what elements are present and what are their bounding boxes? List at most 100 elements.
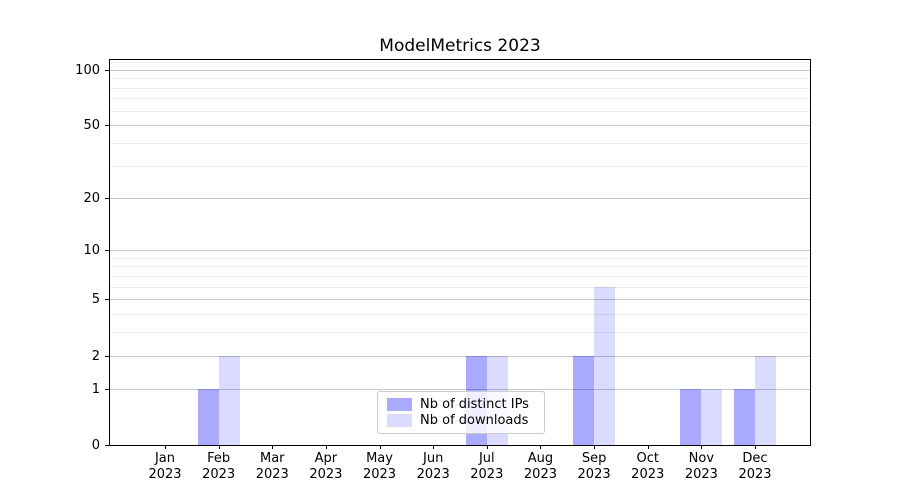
x-tick-year: 2023 — [255, 467, 289, 482]
x-tick-mark — [540, 445, 542, 449]
legend-swatch-downloads-icon — [387, 414, 412, 427]
x-tick-label: Feb 2023 — [177, 451, 261, 483]
x-tick-mark — [755, 445, 756, 449]
x-tick-mark — [218, 445, 220, 449]
x-tick-month: May — [366, 451, 393, 466]
y-tick-mark — [105, 197, 110, 199]
x-tick-year: 2023 — [470, 467, 504, 482]
minor-gridline — [110, 87, 810, 89]
minor-gridline — [110, 165, 810, 167]
bar-downloads-dec — [755, 355, 776, 445]
bar-downloads-sep — [594, 286, 616, 445]
minor-gridline — [110, 110, 810, 112]
y-tick-label: 0 — [91, 438, 100, 453]
x-tick-mark — [325, 445, 327, 449]
x-tick-year: 2023 — [631, 467, 665, 482]
minor-gridline — [110, 314, 810, 316]
major-gridline — [110, 250, 810, 252]
major-gridline — [110, 388, 810, 390]
x-tick-month: Jul — [478, 451, 495, 466]
bar-distinct-ips-sep — [573, 355, 595, 445]
x-tick-year: 2023 — [416, 467, 450, 482]
legend-label-downloads: Nb of downloads — [420, 413, 529, 428]
x-tick-mark — [379, 445, 381, 449]
minor-gridline — [110, 257, 810, 259]
y-tick-mark — [105, 69, 110, 71]
major-gridline — [110, 197, 810, 199]
x-tick-label: May 2023 — [338, 451, 422, 483]
legend-item-downloads: Nb of downloads — [387, 413, 536, 428]
x-tick-label: Dec 2023 — [713, 451, 797, 483]
y-tick-mark — [105, 250, 110, 252]
y-tick-label: 5 — [91, 292, 100, 308]
x-tick-year: 2023 — [738, 467, 772, 482]
x-tick-label: Jan 2023 — [123, 451, 207, 483]
minor-gridline — [110, 332, 810, 334]
bar-downloads-nov — [701, 388, 723, 445]
minor-gridline — [110, 78, 810, 80]
y-tick-mark — [105, 388, 110, 390]
minor-gridline — [110, 62, 810, 64]
x-tick-label: Oct 2023 — [606, 451, 690, 483]
x-tick-month: Jun — [423, 451, 444, 466]
y-tick-label: 50 — [83, 118, 100, 134]
bar-downloads-feb — [218, 355, 240, 445]
y-tick-mark — [105, 299, 110, 301]
x-tick-label: Jun 2023 — [391, 451, 475, 483]
y-tick-label: 1 — [91, 381, 100, 397]
x-tick-year: 2023 — [202, 467, 236, 482]
x-tick-year: 2023 — [148, 467, 182, 482]
minor-gridline — [110, 286, 810, 288]
x-tick-label: Apr 2023 — [284, 451, 368, 483]
x-tick-mark — [647, 445, 649, 449]
x-tick-month: Dec — [742, 451, 768, 466]
legend-swatch-distinct-ips-icon — [387, 398, 412, 411]
x-tick-label: Jul 2023 — [445, 451, 529, 483]
x-tick-month: Jan — [154, 451, 176, 466]
x-tick-mark — [272, 445, 274, 449]
y-tick-label: 100 — [75, 62, 100, 78]
minor-gridline — [110, 98, 810, 100]
x-tick-year: 2023 — [362, 467, 397, 482]
x-tick-year: 2023 — [684, 467, 718, 482]
legend-item-distinct-ips: Nb of distinct IPs — [387, 397, 536, 412]
legend-label-distinct-ips: Nb of distinct IPs — [420, 397, 529, 412]
x-tick-label: Aug 2023 — [498, 451, 582, 483]
x-tick-year: 2023 — [523, 467, 557, 482]
chart-title: ModelMetrics 2023 — [379, 36, 541, 56]
x-tick-mark — [486, 445, 488, 449]
x-tick-label: Nov 2023 — [659, 451, 743, 483]
major-gridline — [110, 125, 810, 127]
x-tick-month: Apr — [314, 451, 338, 466]
bar-distinct-ips-feb — [197, 388, 219, 445]
x-tick-month: Oct — [636, 451, 659, 466]
bar-distinct-ips-dec — [734, 388, 755, 445]
x-tick-mark — [433, 445, 435, 449]
x-tick-month: Mar — [260, 451, 285, 466]
y-tick-label: 2 — [91, 348, 100, 364]
major-gridline — [110, 69, 810, 71]
major-gridline — [110, 355, 810, 357]
x-tick-year: 2023 — [309, 467, 343, 482]
y-tick-label: 20 — [83, 190, 100, 206]
bar-distinct-ips-nov — [680, 388, 702, 445]
x-tick-month: Nov — [688, 451, 715, 466]
x-tick-month: Sep — [581, 451, 607, 466]
minor-gridline — [110, 266, 810, 268]
x-tick-mark — [701, 445, 703, 449]
minor-gridline — [110, 275, 810, 277]
y-tick-mark — [105, 355, 110, 357]
y-tick-mark — [105, 445, 110, 446]
x-tick-mark — [165, 445, 166, 449]
x-tick-month: Aug — [527, 451, 554, 466]
x-tick-year: 2023 — [577, 467, 611, 482]
minor-gridline — [110, 143, 810, 145]
x-tick-mark — [594, 445, 596, 449]
y-tick-label: 10 — [83, 243, 100, 259]
legend: Nb of distinct IPs Nb of downloads — [377, 391, 545, 434]
plot-area: Nb of distinct IPs Nb of downloads — [109, 59, 811, 446]
major-gridline — [110, 299, 810, 301]
x-tick-month: Feb — [207, 451, 231, 466]
x-tick-label: Mar 2023 — [230, 451, 314, 483]
